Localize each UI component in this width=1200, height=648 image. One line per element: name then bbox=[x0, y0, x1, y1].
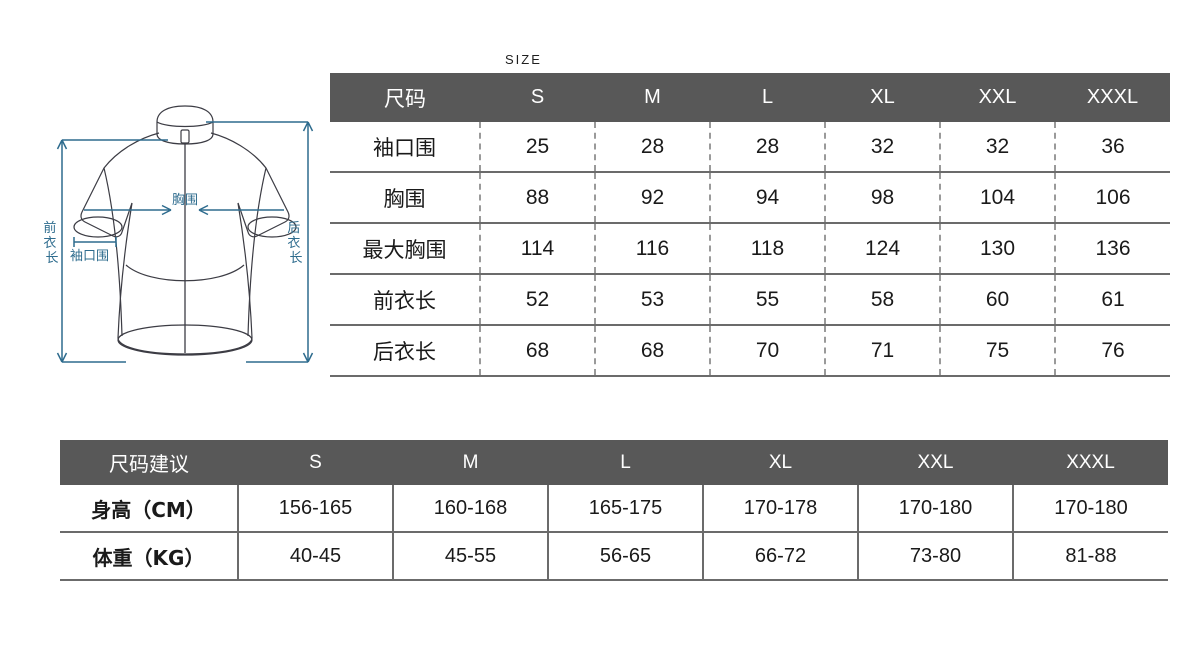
measurement-column-header-xxl: XXL bbox=[940, 73, 1055, 122]
size-recommendation-table: 尺码建议 S M L XL XXL XXXL 身高（CM） 156-165 16… bbox=[60, 440, 1168, 581]
recommendation-cell: 56-65 bbox=[547, 532, 703, 581]
measurement-cell: 25 bbox=[479, 122, 595, 173]
recommendation-column-header-xl: XL bbox=[703, 440, 858, 485]
jersey-diagram: 胸围 前 衣 长 后 衣 长 袖口围 bbox=[40, 100, 330, 400]
measurement-row-label: 最大胸围 bbox=[330, 223, 480, 275]
measurement-cell: 94 bbox=[709, 172, 825, 224]
measurement-annotations bbox=[56, 121, 314, 363]
measurement-cell: 130 bbox=[939, 223, 1055, 275]
recommendation-cell: 170-180 bbox=[1012, 485, 1168, 533]
measurement-table-header-row: 尺码 S M L XL XXL XXXL bbox=[330, 73, 1170, 122]
measurement-cell: 61 bbox=[1054, 274, 1170, 326]
back-length-arrow-bottom bbox=[302, 352, 314, 363]
measurement-cell: 36 bbox=[1054, 122, 1170, 173]
diagram-label-front-length: 前 衣 长 bbox=[43, 220, 60, 266]
recommendation-column-header-xxl: XXL bbox=[858, 440, 1013, 485]
measurement-column-header-xxxl: XXXL bbox=[1055, 73, 1170, 122]
recommendation-cell: 160-168 bbox=[392, 485, 548, 533]
measurement-cell: 70 bbox=[709, 325, 825, 377]
diagram-label-cuff: 袖口围 bbox=[70, 249, 109, 264]
table-row: 体重（KG） 40-45 45-55 56-65 66-72 73-80 81-… bbox=[60, 532, 1168, 581]
measurement-row-label: 袖口围 bbox=[330, 122, 480, 173]
measurement-cell: 28 bbox=[709, 122, 825, 173]
measurement-cell: 32 bbox=[939, 122, 1055, 173]
diagram-label-back-length: 后 衣 长 bbox=[287, 221, 304, 266]
measurement-cell: 53 bbox=[594, 274, 710, 326]
measurement-cell: 76 bbox=[1054, 325, 1170, 377]
measurement-row-label: 胸围 bbox=[330, 172, 480, 224]
measurement-cell: 71 bbox=[824, 325, 940, 377]
measurement-column-header-s: S bbox=[480, 73, 595, 122]
measurement-cell: 75 bbox=[939, 325, 1055, 377]
measurement-cell: 116 bbox=[594, 223, 710, 275]
recommendation-cell: 66-72 bbox=[702, 532, 858, 581]
jersey-outline bbox=[73, 105, 297, 356]
recommendation-cell: 156-165 bbox=[237, 485, 393, 533]
table-row: 前衣长 52 53 55 58 60 61 bbox=[330, 274, 1170, 326]
measurement-cell: 58 bbox=[824, 274, 940, 326]
table-row: 后衣长 68 68 70 71 75 76 bbox=[330, 325, 1170, 377]
measurement-cell: 32 bbox=[824, 122, 940, 173]
measurement-cell: 124 bbox=[824, 223, 940, 275]
recommendation-column-header-s: S bbox=[238, 440, 393, 485]
recommendation-cell: 73-80 bbox=[857, 532, 1013, 581]
measurement-cell: 68 bbox=[479, 325, 595, 377]
measurement-cell: 55 bbox=[709, 274, 825, 326]
measurement-column-header-l: L bbox=[710, 73, 825, 122]
measurement-cell: 88 bbox=[479, 172, 595, 224]
measurement-cell: 106 bbox=[1054, 172, 1170, 224]
diagram-label-chest: 胸围 bbox=[172, 193, 198, 208]
recommendation-table-row-header-label: 尺码建议 bbox=[60, 440, 238, 485]
chest-arrow-right bbox=[198, 204, 209, 216]
measurement-cell: 28 bbox=[594, 122, 710, 173]
measurement-cell: 60 bbox=[939, 274, 1055, 326]
recommendation-column-header-l: L bbox=[548, 440, 703, 485]
recommendation-table-header-row: 尺码建议 S M L XL XXL XXXL bbox=[60, 440, 1168, 485]
chest-arrow-left bbox=[161, 204, 172, 216]
measurement-cell: 104 bbox=[939, 172, 1055, 224]
recommendation-row-label-height: 身高（CM） bbox=[60, 485, 238, 533]
recommendation-column-header-m: M bbox=[393, 440, 548, 485]
recommendation-cell: 45-55 bbox=[392, 532, 548, 581]
recommendation-row-label-weight: 体重（KG） bbox=[60, 532, 238, 581]
front-length-arrow-top bbox=[56, 139, 68, 150]
recommendation-cell: 170-180 bbox=[857, 485, 1013, 533]
measurement-cell: 114 bbox=[479, 223, 595, 275]
measurement-cell: 68 bbox=[594, 325, 710, 377]
measurement-table: 尺码 S M L XL XXL XXXL 袖口围 25 28 28 32 32 … bbox=[330, 73, 1170, 377]
size-caption: SIZE bbox=[505, 52, 542, 67]
recommendation-cell: 170-178 bbox=[702, 485, 858, 533]
measurement-cell: 52 bbox=[479, 274, 595, 326]
table-row: 身高（CM） 156-165 160-168 165-175 170-178 1… bbox=[60, 485, 1168, 533]
measurement-cell: 136 bbox=[1054, 223, 1170, 275]
measurement-table-row-header-label: 尺码 bbox=[330, 73, 480, 122]
table-row: 胸围 88 92 94 98 104 106 bbox=[330, 172, 1170, 224]
measurement-cell: 98 bbox=[824, 172, 940, 224]
recommendation-cell: 81-88 bbox=[1012, 532, 1168, 581]
table-row: 袖口围 25 28 28 32 32 36 bbox=[330, 122, 1170, 173]
measurement-cell: 118 bbox=[709, 223, 825, 275]
measurement-cell: 92 bbox=[594, 172, 710, 224]
measurement-column-header-xl: XL bbox=[825, 73, 940, 122]
measurement-row-label: 前衣长 bbox=[330, 274, 480, 326]
table-row: 最大胸围 114 116 118 124 130 136 bbox=[330, 223, 1170, 275]
recommendation-cell: 165-175 bbox=[547, 485, 703, 533]
recommendation-cell: 40-45 bbox=[237, 532, 393, 581]
recommendation-column-header-xxxl: XXXL bbox=[1013, 440, 1168, 485]
back-length-arrow-top bbox=[302, 121, 314, 132]
front-length-arrow-bottom bbox=[56, 352, 68, 363]
measurement-row-label: 后衣长 bbox=[330, 325, 480, 377]
measurement-column-header-m: M bbox=[595, 73, 710, 122]
